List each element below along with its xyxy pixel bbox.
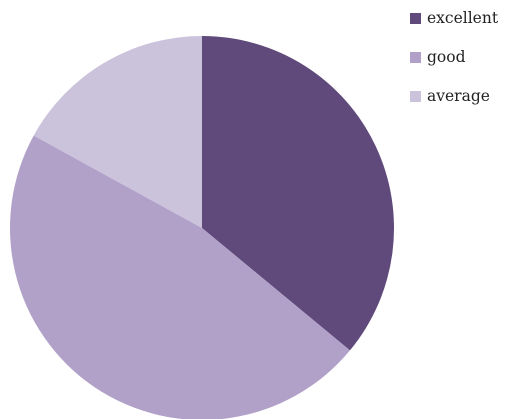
pie-slice-average — [33, 36, 202, 228]
legend-swatch-excellent — [410, 13, 421, 24]
legend-label-average: average — [427, 87, 490, 105]
pie-slice-excellent — [202, 36, 395, 351]
pie-slices — [10, 36, 395, 419]
legend-label-excellent: excellent — [427, 9, 499, 27]
legend-item-good: good — [410, 46, 498, 69]
legend: excellent good average — [410, 7, 498, 124]
legend-swatch-average — [410, 91, 421, 102]
legend-item-average: average — [410, 85, 498, 108]
legend-item-excellent: excellent — [410, 7, 498, 30]
legend-label-good: good — [427, 48, 466, 66]
legend-swatch-good — [410, 52, 421, 63]
pie-slice-good — [10, 135, 350, 419]
